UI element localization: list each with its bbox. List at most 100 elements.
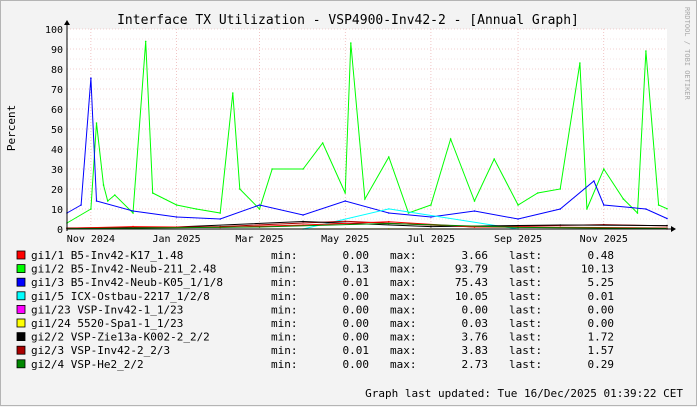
series-point — [593, 180, 595, 182]
series-point — [603, 168, 605, 170]
series-point — [645, 50, 647, 52]
series-point — [450, 138, 452, 140]
legend-series-name: gi2/2 VSP-Zie13a-K002-2_2/2 — [31, 331, 210, 344]
y-tick-label: 100 — [45, 25, 63, 36]
legend-last-value: 0.48 — [588, 249, 615, 262]
legend-min-value: 0.00 — [343, 303, 370, 316]
footer-updated: Graph last updated: Tue 16/Dec/2025 01:3… — [365, 387, 683, 400]
legend-swatch — [17, 278, 25, 286]
legend-min-value: 0.01 — [343, 344, 370, 357]
series-point — [302, 168, 304, 170]
legend-last-label: last: — [509, 276, 542, 289]
x-tick-label: Jan 2025 — [153, 234, 201, 245]
legend-max-value: 75.43 — [455, 276, 488, 289]
watermark: RRDTOOL / TOBI OETIKER — [683, 7, 691, 101]
y-tick-label: 90 — [51, 45, 63, 56]
series-point — [259, 226, 261, 228]
series-point — [90, 77, 92, 79]
legend-last-label: last: — [509, 249, 542, 262]
legend-max-label: max: — [390, 263, 417, 276]
series-point — [645, 208, 647, 210]
series-point — [114, 194, 116, 196]
series-point — [658, 204, 660, 206]
series-point — [517, 204, 519, 206]
legend-series-name: gi2/4 VSP-He2_2/2 — [31, 358, 144, 371]
legend-series-name: gi1/1 B5-Inv42-K17_1.48 — [31, 249, 183, 262]
series-point — [430, 216, 432, 218]
legend-min-label: min: — [271, 344, 298, 357]
series-point — [579, 62, 581, 64]
series-point — [666, 225, 668, 227]
series-point — [559, 224, 561, 226]
legend-last-label: last: — [509, 303, 542, 316]
series-point — [666, 208, 668, 210]
legend-min-value: 0.01 — [343, 276, 370, 289]
legend-swatch — [17, 305, 25, 313]
series-point — [322, 142, 324, 144]
legend-last-value: 0.01 — [588, 290, 615, 303]
series-point — [517, 218, 519, 220]
y-tick-label: 70 — [51, 85, 63, 96]
series-point — [152, 192, 154, 194]
series-point — [388, 221, 390, 223]
legend-last-value: 10.13 — [581, 263, 614, 276]
legend-max-label: max: — [390, 317, 417, 330]
series-point — [430, 226, 432, 228]
series-point — [388, 208, 390, 210]
y-tick-label: 20 — [51, 185, 63, 196]
legend-max-value: 93.79 — [455, 263, 488, 276]
series-point — [388, 223, 390, 225]
series-point — [344, 221, 346, 223]
series-point — [80, 204, 82, 206]
legend-last-label: last: — [509, 290, 542, 303]
legend-series-name: gi1/24 5520-Spa1-1_1/23 — [31, 317, 183, 330]
legend-series-name: gi2/3 VSP-Inv42-2_2/3 — [31, 344, 170, 357]
legend-min-label: min: — [271, 317, 298, 330]
legend-max-label: max: — [390, 358, 417, 371]
x-tick-label: Mar 2025 — [235, 234, 283, 245]
legend-min-label: min: — [271, 331, 298, 344]
legend-max-value: 10.05 — [455, 290, 488, 303]
series-point — [145, 41, 147, 43]
y-tick-label: 40 — [51, 145, 63, 156]
legend-series-name: gi1/2 B5-Inv42-Neub-211_2.48 — [31, 263, 216, 276]
legend-max-label: max: — [390, 249, 417, 262]
legend-last-value: 0.29 — [588, 358, 615, 371]
x-tick-label: Sep 2025 — [494, 234, 542, 245]
series-point — [107, 200, 109, 202]
legend-max-value: 0.03 — [462, 317, 489, 330]
y-tick-label: 60 — [51, 105, 63, 116]
legend-last-label: last: — [509, 344, 542, 357]
legend-max-value: 2.73 — [462, 358, 489, 371]
series-point — [232, 92, 234, 94]
series-point — [302, 214, 304, 216]
legend-min-value: 0.00 — [343, 331, 370, 344]
series-point — [195, 208, 197, 210]
legend-max-label: max: — [390, 276, 417, 289]
legend-max-label: max: — [390, 331, 417, 344]
series-point — [176, 204, 178, 206]
legend-series-name: gi1/23 VSP-Inv42-1_1/23 — [31, 303, 183, 316]
series-point — [271, 168, 273, 170]
legend-last-value: 1.72 — [588, 331, 615, 344]
series-point — [603, 204, 605, 206]
x-tick-label: Nov 2025 — [580, 234, 628, 245]
series-point — [517, 227, 519, 229]
series-point — [90, 208, 92, 210]
series-point — [586, 208, 588, 210]
legend-max-value: 3.66 — [462, 249, 489, 262]
series-point — [344, 200, 346, 202]
legend-last-value: 0.00 — [588, 303, 615, 316]
chart-title: Interface TX Utilization - VSP4900-Inv42… — [117, 13, 579, 28]
legend-last-value: 5.25 — [588, 276, 615, 289]
legend-max-value: 0.00 — [462, 303, 489, 316]
series-point — [493, 158, 495, 160]
y-tick-label: 50 — [51, 125, 63, 136]
x-tick-label: Nov 2024 — [67, 234, 115, 245]
series-point — [637, 212, 639, 214]
series-point — [388, 212, 390, 214]
series-point — [132, 210, 134, 212]
legend-swatch — [17, 333, 25, 341]
